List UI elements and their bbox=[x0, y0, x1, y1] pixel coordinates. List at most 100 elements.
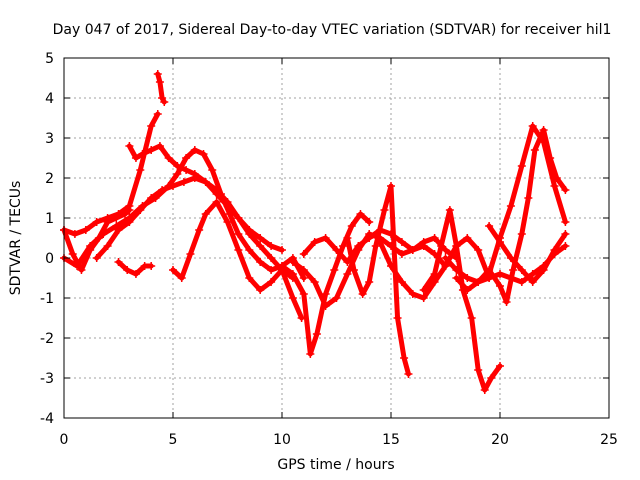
series-track-14 bbox=[419, 206, 504, 394]
data-point bbox=[400, 354, 409, 362]
data-point bbox=[371, 242, 380, 250]
data-point bbox=[509, 266, 518, 274]
y-tick-label: 1 bbox=[45, 211, 54, 227]
data-point bbox=[299, 274, 308, 282]
data-point bbox=[86, 242, 95, 250]
data-point bbox=[397, 278, 406, 286]
data-point bbox=[358, 290, 367, 298]
data-point bbox=[278, 246, 286, 254]
data-point bbox=[441, 254, 450, 262]
x-tick-label: 5 bbox=[169, 432, 178, 448]
data-point bbox=[92, 218, 101, 226]
data-point bbox=[365, 234, 374, 242]
data-point bbox=[347, 222, 356, 230]
data-point bbox=[147, 146, 156, 154]
data-point bbox=[502, 298, 511, 306]
series-trace bbox=[116, 259, 154, 277]
data-point bbox=[463, 234, 472, 242]
series-track-12 bbox=[343, 182, 413, 378]
data-point bbox=[496, 234, 504, 242]
data-point bbox=[561, 242, 570, 250]
data-point bbox=[539, 266, 548, 274]
data-point bbox=[496, 362, 504, 370]
data-point bbox=[437, 242, 446, 250]
data-point bbox=[408, 246, 417, 254]
series-track-1 bbox=[60, 110, 162, 238]
data-point bbox=[169, 182, 177, 190]
data-point bbox=[365, 278, 374, 286]
data-point bbox=[234, 246, 243, 254]
data-point bbox=[212, 198, 221, 206]
x-tick-label: 25 bbox=[600, 432, 618, 448]
data-point bbox=[387, 182, 395, 190]
data-point bbox=[321, 302, 330, 310]
data-point bbox=[201, 178, 210, 186]
data-point bbox=[225, 210, 234, 218]
data-point bbox=[234, 214, 243, 222]
data-point bbox=[321, 290, 330, 298]
x-tick-label: 10 bbox=[273, 432, 291, 448]
series-track-2 bbox=[153, 70, 169, 106]
series-track-18 bbox=[485, 122, 570, 278]
data-point bbox=[125, 218, 134, 226]
data-point bbox=[267, 278, 276, 286]
plot-frame bbox=[63, 57, 610, 419]
data-point bbox=[288, 294, 297, 302]
data-point bbox=[310, 278, 319, 286]
data-point bbox=[354, 242, 363, 250]
data-point bbox=[155, 78, 164, 86]
y-tick-label: -2 bbox=[40, 331, 54, 347]
y-tick-label: -1 bbox=[40, 291, 54, 307]
data-point bbox=[153, 110, 162, 118]
data-points bbox=[60, 70, 570, 394]
data-point bbox=[474, 278, 483, 286]
data-point bbox=[485, 270, 494, 278]
data-point bbox=[208, 166, 217, 174]
data-point bbox=[288, 270, 297, 278]
grid-lines bbox=[64, 58, 609, 418]
data-point bbox=[524, 194, 533, 202]
axis-ticks bbox=[63, 57, 610, 419]
data-point bbox=[487, 374, 496, 382]
data-point bbox=[147, 194, 156, 202]
x-tick-label: 15 bbox=[382, 432, 400, 448]
series-trace bbox=[453, 127, 568, 305]
data-point bbox=[463, 274, 472, 282]
data-point bbox=[223, 198, 232, 206]
y-tick-label: 4 bbox=[45, 91, 54, 107]
data-point bbox=[199, 150, 208, 158]
series-trace bbox=[486, 123, 568, 277]
x-tick-labels: 0 5 10 15 20 25 bbox=[60, 432, 618, 448]
data-point bbox=[125, 142, 134, 150]
data-point bbox=[376, 238, 385, 246]
data-point bbox=[441, 262, 450, 270]
data-point bbox=[506, 202, 515, 210]
data-point bbox=[474, 246, 483, 254]
data-point bbox=[125, 206, 134, 214]
y-tick-label: 5 bbox=[45, 51, 54, 67]
data-point bbox=[332, 246, 341, 254]
data-point bbox=[380, 206, 389, 214]
data-point bbox=[256, 258, 265, 266]
series-track-9 bbox=[278, 210, 374, 358]
data-point bbox=[77, 266, 86, 274]
data-point bbox=[136, 206, 145, 214]
data-point bbox=[223, 218, 232, 226]
data-point bbox=[138, 150, 147, 158]
data-point bbox=[561, 186, 570, 194]
data-point bbox=[485, 222, 494, 230]
data-point bbox=[278, 262, 286, 270]
data-point bbox=[343, 270, 352, 278]
data-point bbox=[245, 274, 254, 282]
data-point bbox=[169, 266, 177, 274]
data-point bbox=[182, 166, 191, 174]
y-tick-label: -4 bbox=[40, 411, 54, 427]
data-point bbox=[123, 266, 132, 274]
data-point bbox=[147, 122, 156, 130]
data-point bbox=[419, 294, 428, 302]
data-point bbox=[550, 182, 559, 190]
data-point bbox=[419, 238, 428, 246]
data-point bbox=[288, 258, 297, 266]
data-point bbox=[330, 266, 339, 274]
data-point bbox=[528, 122, 537, 130]
